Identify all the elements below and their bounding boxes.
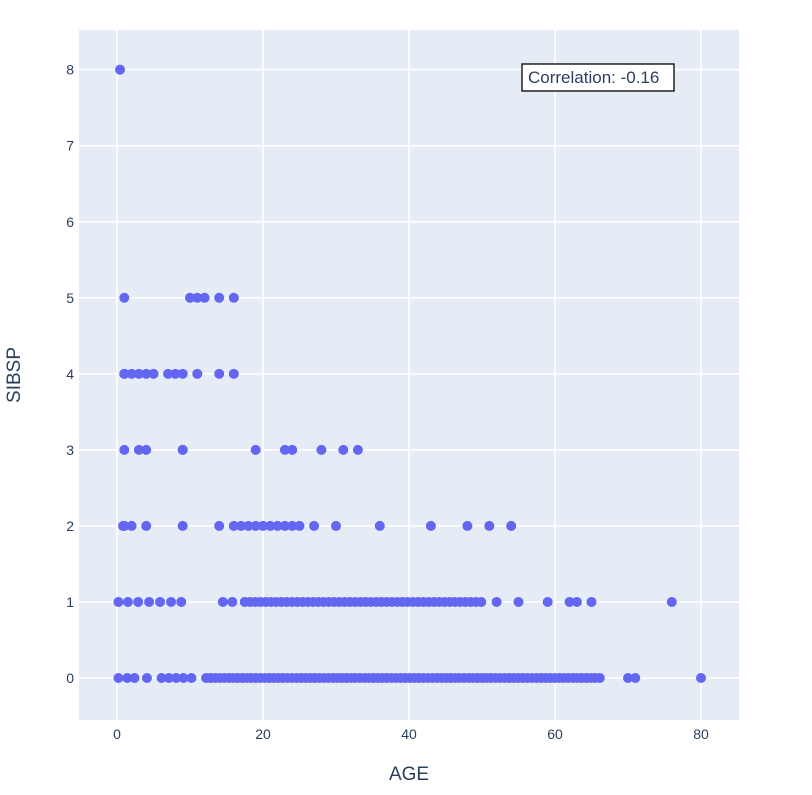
svg-text:60: 60	[547, 726, 563, 742]
svg-text:3: 3	[66, 442, 74, 458]
svg-text:40: 40	[401, 726, 417, 742]
svg-text:7: 7	[66, 138, 74, 154]
svg-text:Correlation: -0.16: Correlation: -0.16	[528, 68, 659, 87]
svg-text:AGE: AGE	[389, 764, 429, 785]
svg-text:0: 0	[113, 726, 121, 742]
svg-text:6: 6	[66, 214, 74, 230]
svg-text:1: 1	[66, 594, 74, 610]
svg-text:2: 2	[66, 518, 74, 534]
svg-text:SIBSP: SIBSP	[4, 347, 25, 403]
svg-text:8: 8	[66, 62, 74, 78]
svg-text:5: 5	[66, 290, 74, 306]
svg-text:20: 20	[255, 726, 271, 742]
svg-text:4: 4	[66, 366, 74, 382]
svg-text:0: 0	[66, 670, 74, 686]
svg-text:80: 80	[693, 726, 709, 742]
